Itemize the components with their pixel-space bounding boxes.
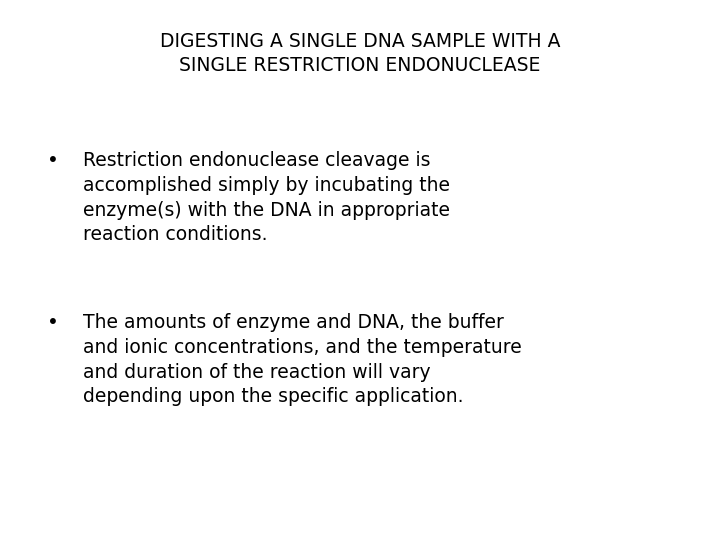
Text: •: • <box>47 313 58 332</box>
Text: •: • <box>47 151 58 170</box>
Text: DIGESTING A SINGLE DNA SAMPLE WITH A
SINGLE RESTRICTION ENDONUCLEASE: DIGESTING A SINGLE DNA SAMPLE WITH A SIN… <box>160 32 560 75</box>
Text: Restriction endonuclease cleavage is
accomplished simply by incubating the
enzym: Restriction endonuclease cleavage is acc… <box>83 151 450 244</box>
Text: The amounts of enzyme and DNA, the buffer
and ionic concentrations, and the temp: The amounts of enzyme and DNA, the buffe… <box>83 313 521 406</box>
